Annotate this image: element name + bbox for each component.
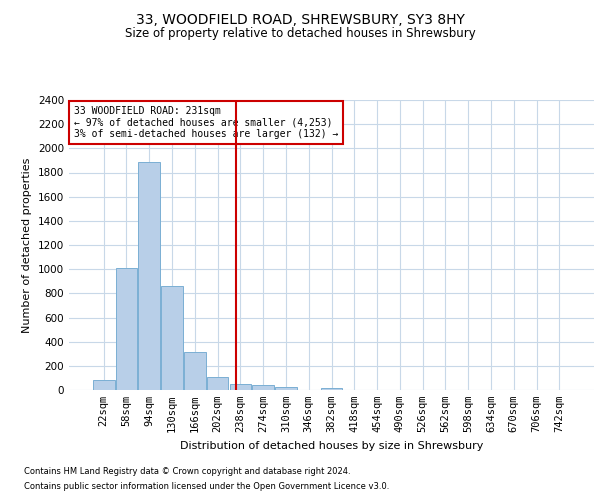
Bar xyxy=(161,286,183,390)
X-axis label: Distribution of detached houses by size in Shrewsbury: Distribution of detached houses by size … xyxy=(180,440,483,450)
Bar xyxy=(230,384,251,390)
Bar xyxy=(207,376,229,390)
Text: 33 WOODFIELD ROAD: 231sqm
← 97% of detached houses are smaller (4,253)
3% of sem: 33 WOODFIELD ROAD: 231sqm ← 97% of detac… xyxy=(74,106,338,139)
Text: Size of property relative to detached houses in Shrewsbury: Size of property relative to detached ho… xyxy=(125,28,475,40)
Bar xyxy=(139,162,160,390)
Text: 33, WOODFIELD ROAD, SHREWSBURY, SY3 8HY: 33, WOODFIELD ROAD, SHREWSBURY, SY3 8HY xyxy=(136,12,464,26)
Bar xyxy=(93,380,115,390)
Text: Contains public sector information licensed under the Open Government Licence v3: Contains public sector information licen… xyxy=(24,482,389,491)
Bar xyxy=(116,268,137,390)
Text: Contains HM Land Registry data © Crown copyright and database right 2024.: Contains HM Land Registry data © Crown c… xyxy=(24,467,350,476)
Y-axis label: Number of detached properties: Number of detached properties xyxy=(22,158,32,332)
Bar xyxy=(184,352,206,390)
Bar xyxy=(275,387,297,390)
Bar xyxy=(253,385,274,390)
Bar xyxy=(320,388,343,390)
